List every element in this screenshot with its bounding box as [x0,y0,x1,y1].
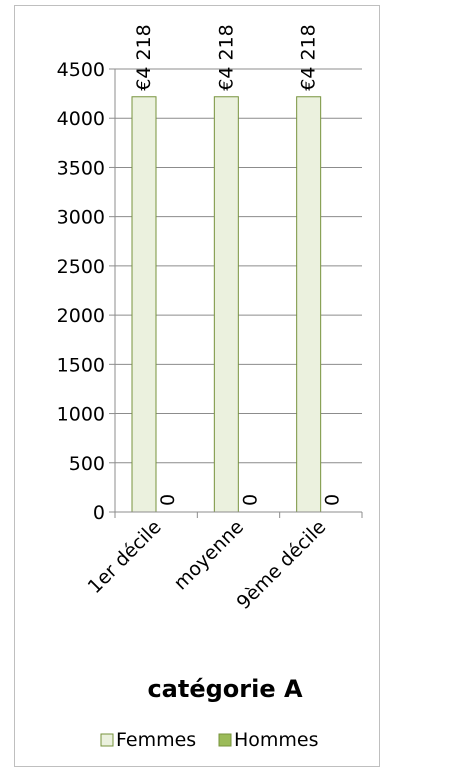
x-category-label: 1er décile [84,516,166,598]
x-category-label: moyenne [170,516,248,594]
data-label: 0 [239,494,261,506]
legend-label-femmes: Femmes [116,729,196,751]
legend-swatch-femmes [100,733,114,747]
x-axis [114,69,363,518]
data-label: 0 [322,494,344,506]
data-label: €4 218 [215,24,237,90]
chart-title: catégorie A [147,675,303,703]
y-tick-label: 500 [69,453,105,475]
legend-label-hommes: Hommes [234,729,319,751]
bar-femmes [131,96,157,513]
bars [131,96,322,513]
data-label: €4 218 [298,24,320,90]
bar-femmes [213,96,239,513]
legend-swatch-hommes [218,733,232,747]
data-labels: €4 218 0 €4 218 0 €4 218 0 [133,24,344,506]
y-tick-label: 4500 [57,59,105,81]
legend: Femmes Hommes [100,729,319,751]
y-axis-ticks: 0 500 1000 1500 2000 2500 3000 3500 4000 4500 [57,59,105,524]
data-label: 0 [157,494,179,506]
y-tick-label: 1500 [57,354,105,376]
y-tick-label: 4000 [57,108,105,130]
data-label: €4 218 [133,24,155,90]
bar-femmes [296,96,322,513]
y-tick-label: 1000 [57,404,105,426]
y-tick-label: 3000 [57,207,105,229]
y-tick-label: 2500 [57,256,105,278]
y-tick-label: 2000 [57,305,105,327]
y-tick-label: 0 [93,502,105,524]
y-tick-label: 3500 [57,157,105,179]
